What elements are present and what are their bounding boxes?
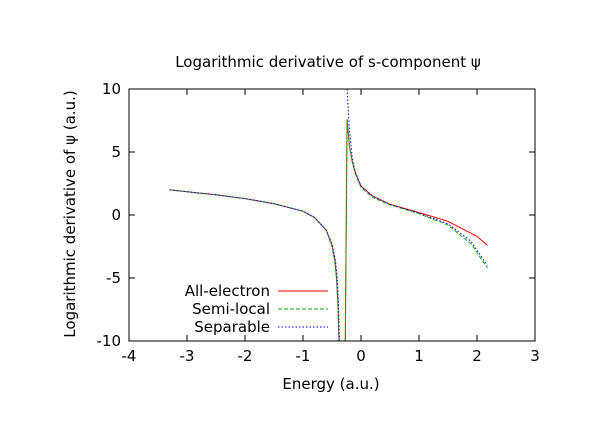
legend-label-semi-local: Semi-local <box>192 300 270 318</box>
y-tick-label: -5 <box>106 269 121 287</box>
x-tick-label: 3 <box>530 347 540 365</box>
y-tick-label: 0 <box>111 206 121 224</box>
y-tick-label: 5 <box>111 143 121 161</box>
x-tick-label: -4 <box>122 347 137 365</box>
x-tick-label: 1 <box>414 347 424 365</box>
series-line-semi-local <box>169 119 488 341</box>
x-tick-label: -2 <box>238 347 253 365</box>
x-tick-label: 2 <box>472 347 482 365</box>
x-tick-label: -3 <box>180 347 195 365</box>
legend-label-all-electron: All-electron <box>185 282 270 300</box>
y-tick-label: -10 <box>97 332 122 350</box>
series-line-separable <box>169 89 488 341</box>
x-axis-label: Energy (a.u.) <box>282 375 379 393</box>
x-tick-label: -1 <box>296 347 311 365</box>
plot-frame <box>128 88 536 342</box>
chart-title: Logarithmic derivative of s-component ψ <box>175 53 481 71</box>
y-tick-label: 10 <box>102 80 121 98</box>
y-axis-label: Logarithmic derivative of ψ (a.u.) <box>61 90 79 337</box>
series-layer <box>169 89 488 341</box>
legend-label-separable: Separable <box>194 318 270 336</box>
x-tick-label: 0 <box>356 347 366 365</box>
